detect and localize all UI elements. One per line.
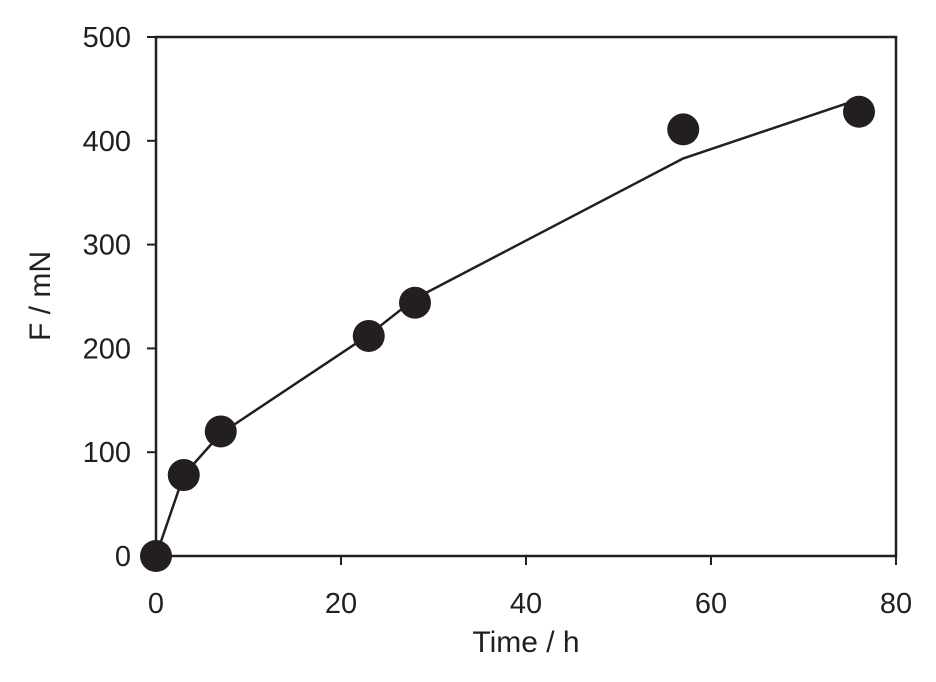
x-tick-label: 0	[148, 588, 164, 620]
y-axis-ticks: 0 100 200 300 400 500	[83, 22, 156, 573]
data-point	[204, 415, 237, 448]
y-tick-label: 200	[83, 333, 131, 365]
data-point	[167, 459, 200, 492]
y-tick-label: 0	[115, 541, 131, 573]
fit-line	[154, 98, 860, 557]
y-tick-label: 500	[83, 22, 131, 54]
x-tick-label: 40	[510, 588, 542, 620]
data-point	[843, 95, 875, 128]
y-tick-label: 100	[83, 437, 131, 469]
x-tick-label: 80	[880, 588, 912, 620]
data-point	[667, 113, 700, 146]
x-tick-label: 20	[325, 588, 357, 620]
x-axis-ticks: 0 20 40 60 80	[148, 556, 912, 620]
x-tick-label: 60	[695, 588, 727, 620]
y-axis-title: F / mN	[24, 251, 57, 341]
data-point	[140, 540, 172, 572]
x-axis-title: Time / h	[472, 626, 579, 659]
series-layer	[140, 95, 875, 572]
data-point	[399, 286, 431, 319]
y-tick-label: 300	[83, 230, 131, 262]
plot-frame	[154, 35, 898, 558]
data-point	[352, 319, 385, 352]
y-tick-label: 400	[83, 126, 131, 158]
